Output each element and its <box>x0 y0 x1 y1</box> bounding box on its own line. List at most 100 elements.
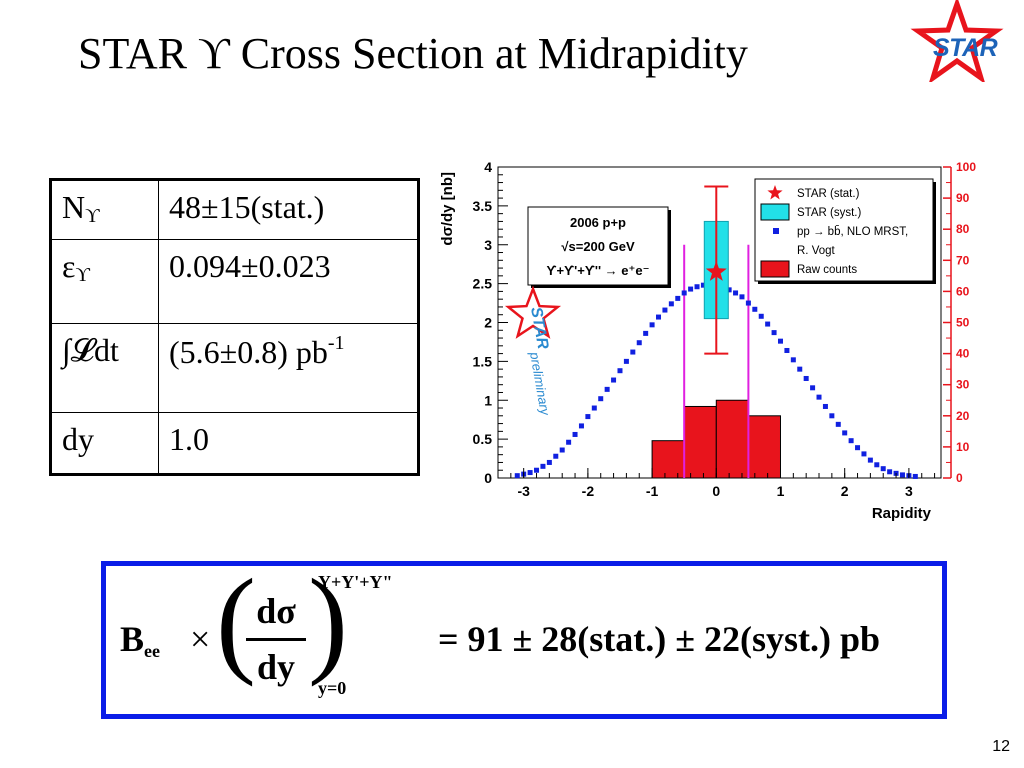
nlo-point <box>643 330 649 336</box>
legend-label: R. Vogt <box>797 245 836 257</box>
nlo-point <box>572 431 578 437</box>
legend-box-marker <box>760 203 790 221</box>
x-tick-label: -3 <box>517 483 530 499</box>
nlo-point <box>771 330 777 336</box>
nlo-point <box>534 467 540 473</box>
x-tick-label: -1 <box>646 483 659 499</box>
raw-count-bar <box>747 415 781 479</box>
y-tick-label: 0 <box>484 470 492 486</box>
nlo-point <box>656 314 662 320</box>
y2-tick-label: 90 <box>956 191 970 205</box>
cross-section-chart: 00.511.522.533.54-3 -2 -1 0 1 2 30102030405060… <box>439 159 976 522</box>
nlo-point <box>559 447 565 453</box>
nlo-point <box>887 469 893 475</box>
nlo-point <box>739 294 745 300</box>
x-tick-label: 2 <box>841 483 849 499</box>
legend-label: pp → bb̄, NLO MRST, <box>797 225 908 238</box>
table-row: εϒ 0.094±0.023 <box>50 239 419 324</box>
nlo-point <box>765 321 771 327</box>
y-tick-label: 2 <box>484 315 492 331</box>
nlo-point <box>700 282 706 288</box>
legend-square-marker <box>773 228 779 234</box>
nlo-point <box>726 287 732 293</box>
nlo-point <box>803 375 809 381</box>
table-row: dy 1.0 <box>50 412 419 475</box>
table-cell-value: 0.094±0.023 <box>158 239 419 324</box>
info-box <box>527 206 669 286</box>
table-cell-value: 48±15(stat.) <box>158 179 419 240</box>
formula-left-paren: ( <box>216 554 256 687</box>
y2-tick-label: 80 <box>956 222 970 236</box>
nlo-point <box>848 438 854 444</box>
formula-lower-limit: y=0 <box>318 678 347 698</box>
nlo-point <box>546 459 552 465</box>
x-axis-label: Rapidity <box>872 505 932 522</box>
nlo-point <box>527 470 533 476</box>
formula-box: Bee × ( dσ dy ) Y+Y'+Y" y=0 = 91 ± 28(st… <box>101 554 947 719</box>
nlo-point <box>752 306 758 312</box>
nlo-point <box>636 340 642 346</box>
raw-count-bar <box>683 405 717 479</box>
nlo-point <box>810 385 816 391</box>
nlo-point <box>822 403 828 409</box>
table-row: ∫𝓛dt (5.6±0.8) pb-1 <box>50 323 419 413</box>
nlo-point <box>855 445 861 451</box>
info-box-line: ϒ+ϒ'+ϒ'' → e⁺e⁻ <box>547 263 650 278</box>
nlo-point <box>662 307 668 313</box>
formula-right-paren: ) <box>308 554 348 687</box>
star-watermark-icon <box>504 285 562 339</box>
y2-tick-label: 50 <box>956 316 970 330</box>
nlo-point <box>585 414 591 420</box>
nlo-point <box>611 377 617 383</box>
nlo-point <box>777 338 783 344</box>
y-tick-label: 1.5 <box>473 353 493 369</box>
nlo-point <box>617 368 623 374</box>
x-tick-label: 1 <box>777 483 785 499</box>
y-tick-label: 3.5 <box>473 198 493 214</box>
symbol-text: ε <box>62 248 76 284</box>
page-number: 12 <box>992 738 1010 755</box>
nlo-point <box>681 290 687 296</box>
star-logo-icon <box>910 0 1004 82</box>
nlo-point <box>745 300 751 306</box>
y-tick-label: 1 <box>484 392 492 408</box>
x-tick-label: 3 <box>905 483 913 499</box>
nlo-point <box>649 322 655 328</box>
nlo-point <box>797 366 803 372</box>
y-tick-label: 0.5 <box>473 431 493 447</box>
y2-tick-label: 70 <box>956 253 970 267</box>
nlo-point <box>688 286 694 292</box>
nlo-point <box>604 386 610 392</box>
formula-lhs: Bee <box>120 619 160 661</box>
table-cell-symbol: Nϒ <box>50 179 159 240</box>
formula-rhs: = 91 ± 28(stat.) ± 22(syst.) pb <box>438 619 881 659</box>
nlo-point <box>578 423 584 429</box>
x-tick-label: -2 <box>582 483 595 499</box>
formula-times: × <box>190 619 211 659</box>
nlo-point <box>912 473 918 479</box>
nlo-point <box>899 472 905 478</box>
symbol-subscript: ϒ <box>85 205 100 227</box>
nlo-point <box>630 349 636 355</box>
legend-box-marker <box>760 260 790 278</box>
parameter-table: Nϒ 48±15(stat.) εϒ 0.094±0.023 ∫𝓛dt (5.6… <box>49 178 420 476</box>
nlo-point <box>816 394 822 400</box>
nlo-point <box>758 313 764 319</box>
legend-label: Raw counts <box>797 264 857 276</box>
nlo-point <box>835 421 841 427</box>
y2-tick-label: 20 <box>956 409 970 423</box>
value-text: (5.6±0.8) pb <box>169 334 328 370</box>
legend-label: STAR (stat.) <box>797 188 860 200</box>
nlo-point <box>514 473 520 479</box>
y2-tick-label: 40 <box>956 347 970 361</box>
nlo-point <box>861 451 867 457</box>
formula-lhs-sub: ee <box>144 641 160 661</box>
y2-tick-label: 10 <box>956 440 970 454</box>
nlo-point <box>867 457 873 463</box>
star-logo-text: STAR <box>933 34 998 62</box>
raw-count-bar <box>715 399 749 479</box>
raw-count-bar <box>651 440 685 479</box>
y-tick-label: 3 <box>484 237 492 253</box>
table-cell-symbol: ∫𝓛dt <box>50 323 159 413</box>
info-box-line: 2006 p+p <box>570 215 626 230</box>
